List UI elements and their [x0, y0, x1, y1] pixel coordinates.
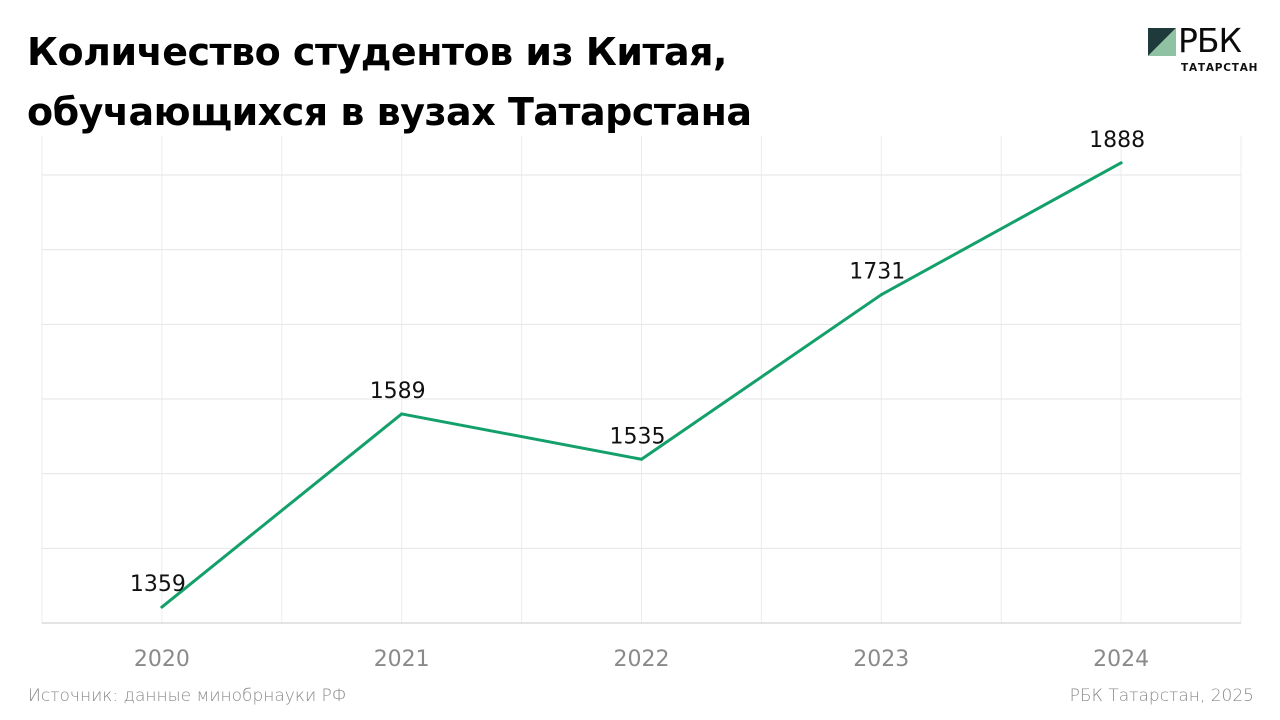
data-label: 1731 [849, 260, 905, 285]
x-tick-label: 2022 [614, 647, 670, 672]
logo-subtitle: ТАТАРСТАН [1181, 62, 1259, 74]
data-label: 1888 [1089, 128, 1145, 153]
x-tick-label: 2023 [853, 647, 909, 672]
source-note: Источник: данные минобрнауки РФ [28, 686, 347, 706]
data-label: 1359 [130, 572, 186, 597]
x-tick-label: 2024 [1093, 647, 1149, 672]
credit-note: РБК Татарстан, 2025 [1069, 686, 1254, 706]
data-point [1119, 161, 1123, 165]
rbc-logo-icon [1148, 28, 1176, 56]
data-label: 1535 [610, 424, 666, 449]
chart-title: Количество студентов из Китая, обучающих… [27, 30, 752, 134]
data-point [640, 457, 643, 461]
rbc-tatarstan-logo: РБК ТАТАРСТАН [1148, 21, 1259, 76]
x-tick-label: 2020 [134, 647, 190, 672]
data-point [160, 605, 164, 609]
data-label: 1589 [370, 379, 426, 404]
x-tick-label: 2021 [374, 647, 430, 672]
data-point [879, 293, 883, 297]
data-point [400, 412, 404, 416]
logo-wordmark: РБК [1178, 21, 1242, 60]
